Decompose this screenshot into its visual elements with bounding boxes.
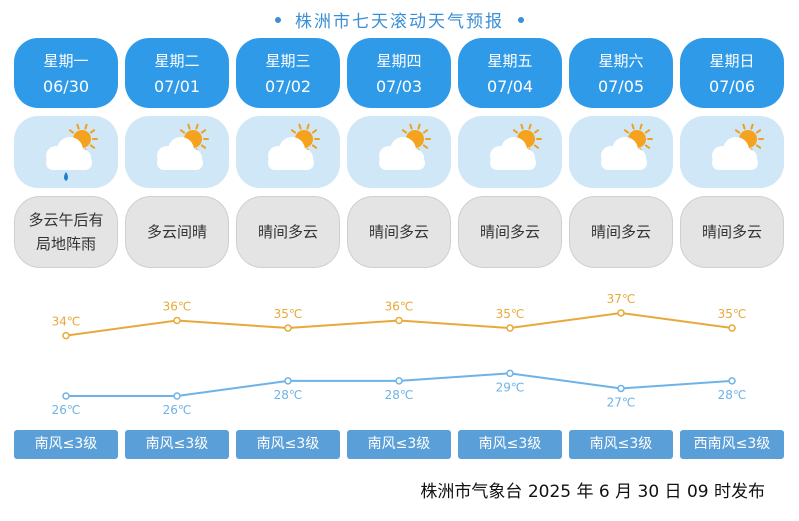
low-temp-label: 29℃ — [496, 380, 525, 394]
day-column: 星期五 07/04 晴间多云 — [458, 38, 562, 268]
condition-label: 多云午后有局地阵雨 — [14, 196, 118, 268]
condition-label: 晴间多云 — [236, 196, 340, 268]
day-header: 星期六 07/05 — [569, 38, 673, 108]
day-header: 星期二 07/01 — [125, 38, 229, 108]
issuer-footer: 株洲市气象台 2025 年 6 月 30 日 09 时发布 — [420, 482, 765, 502]
high-temp-point — [395, 316, 403, 325]
high-temp-label: 37℃ — [607, 292, 636, 306]
day-column: 星期六 07/05 晴间多云 — [569, 38, 673, 268]
date-label: 07/03 — [375, 77, 423, 96]
high-temp-label: 36℃ — [385, 300, 414, 314]
low-temp-point — [728, 377, 736, 385]
weekday-label: 星期六 — [598, 52, 644, 70]
high-temp-point — [284, 324, 292, 332]
condition-label: 晴间多云 — [569, 196, 673, 268]
day-header: 星期三 07/02 — [236, 38, 340, 108]
high-temp-line — [65, 311, 733, 337]
weekday-label: 星期五 — [487, 52, 533, 70]
date-label: 06/30 — [42, 77, 90, 96]
low-temp-point — [62, 392, 70, 400]
low-temp-label: 26℃ — [52, 403, 81, 417]
date-label: 07/06 — [708, 77, 756, 96]
high-temp-label: 35℃ — [496, 307, 525, 321]
date-label: 07/05 — [597, 77, 645, 96]
temperature-chart: 34℃ 36℃ 35℃ 36℃ 35℃ 37℃ 35℃ 26℃ 26℃ 28℃ 28℃ 29℃ 27℃ 2… — [52, 292, 747, 417]
low-temp-label: 28℃ — [385, 388, 414, 402]
low-temp-point — [173, 392, 181, 400]
title-dot-right — [518, 17, 524, 23]
day-column: 星期二 07/01 多云间晴 — [125, 38, 229, 268]
day-column: 星期一 06/30 多云午后有局地阵雨 — [14, 38, 118, 268]
high-temp-label: 35℃ — [718, 307, 747, 321]
condition-label: 多云间晴 — [125, 196, 229, 268]
day-column: 星期四 07/03 晴间多云 — [347, 38, 451, 268]
title-dot-left — [275, 17, 281, 23]
page-title-text: 株洲市七天滚动天气预报 — [295, 12, 504, 32]
cloud-sun-rain-icon — [14, 116, 118, 188]
high-temp-label: 36℃ — [163, 300, 192, 314]
condition-label: 晴间多云 — [347, 196, 451, 268]
weekday-label: 星期一 — [43, 52, 89, 70]
condition-label: 晴间多云 — [458, 196, 562, 268]
wind-label: 南风≤3级 — [458, 430, 562, 459]
weekday-label: 星期三 — [265, 52, 311, 70]
cloud-sun-icon — [569, 116, 673, 188]
raindrop-icon — [64, 172, 68, 181]
wind-label: 南风≤3级 — [125, 430, 229, 459]
cloud-sun-icon — [347, 116, 451, 188]
cloud-sun-icon — [680, 116, 784, 188]
wind-label: 南风≤3级 — [236, 430, 340, 459]
high-temp-point — [173, 316, 181, 325]
low-temp-point — [617, 384, 625, 393]
date-label: 07/01 — [153, 77, 201, 96]
cloud-sun-icon — [458, 116, 562, 188]
wind-label: 西南风≤3级 — [680, 430, 784, 459]
wind-label: 南风≤3级 — [569, 430, 673, 459]
high-temp-point — [506, 324, 514, 332]
low-temp-label: 28℃ — [718, 388, 747, 402]
high-temp-label: 35℃ — [274, 307, 303, 321]
high-temp-point — [728, 324, 736, 332]
high-temp-point — [617, 309, 625, 317]
cloud-sun-icon — [236, 116, 340, 188]
cloud-sun-icon — [125, 116, 229, 188]
day-header: 星期四 07/03 — [347, 38, 451, 108]
wind-label: 南风≤3级 — [14, 430, 118, 459]
date-label: 07/04 — [486, 77, 534, 96]
page-title: 株洲市七天滚动天气预报 — [0, 7, 799, 32]
weekday-label: 星期二 — [154, 52, 200, 70]
low-temp-point — [284, 377, 292, 385]
weekday-label: 星期日 — [709, 52, 755, 70]
day-column: 星期日 07/06 晴间多云 — [680, 38, 784, 268]
day-header: 星期一 06/30 — [14, 38, 118, 108]
wind-label: 南风≤3级 — [347, 430, 451, 459]
low-temp-point — [395, 377, 403, 385]
date-label: 07/02 — [264, 77, 312, 96]
low-temp-label: 26℃ — [163, 403, 192, 417]
low-temp-label: 28℃ — [274, 388, 303, 402]
weekday-label: 星期四 — [376, 52, 422, 70]
low-temp-label: 27℃ — [607, 395, 636, 409]
day-header: 星期日 07/06 — [680, 38, 784, 108]
high-temp-label: 34℃ — [52, 315, 81, 329]
condition-label: 晴间多云 — [680, 196, 784, 268]
high-temp-point — [62, 331, 70, 340]
day-column: 星期三 07/02 晴间多云 — [236, 38, 340, 268]
day-header: 星期五 07/04 — [458, 38, 562, 108]
low-temp-point — [506, 369, 514, 378]
